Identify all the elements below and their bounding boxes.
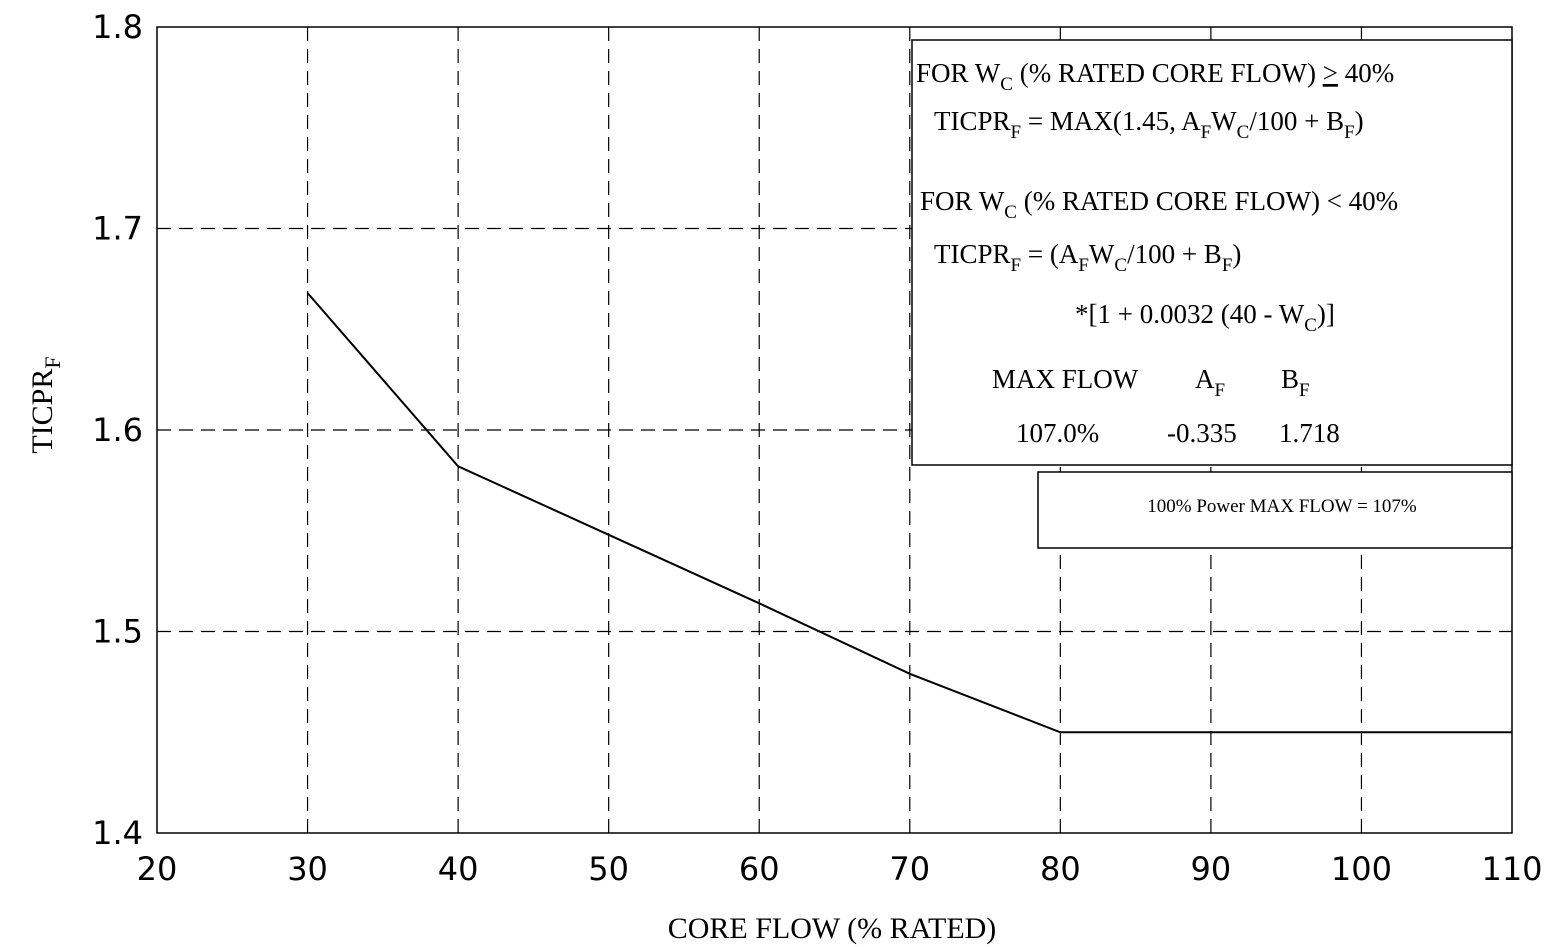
y-tick-label: 1.4 [92,814,143,852]
series-line [306,292,1512,734]
note-box-frame [1037,471,1513,549]
svg-text:TICPRF: TICPRF [26,356,65,453]
legend-box-frame [911,39,1513,466]
x-tick-label: 90 [1191,850,1232,888]
y-tick-label: 1.7 [92,210,143,248]
x-axis-title: CORE FLOW (% RATED) [668,912,997,945]
table-value-b: 1.718 [1279,418,1340,448]
table-value-max-flow: 107.0% [1016,418,1099,448]
legend-line-1: FOR WC (% RATED CORE FLOW) > 40% [916,58,1394,95]
x-tick-label: 80 [1040,850,1081,888]
y-tick-label: 1.6 [92,411,143,449]
x-tick-label: 50 [588,850,629,888]
y-axis-title-main: TICPR [26,369,59,454]
x-tick-label: 70 [889,850,930,888]
x-tick-label: 100 [1331,850,1392,888]
legend-box: FOR WC (% RATED CORE FLOW) > 40% TICPRF … [911,39,1513,466]
x-tick-labels: 20 30 40 50 60 70 80 90 100 110 [137,850,1543,888]
legend-line-3: FOR WC (% RATED CORE FLOW) < 40% [920,186,1398,223]
series [306,292,1512,734]
legend-line-2: TICPRF = MAX(1.45, AFWC/100 + BF) [934,106,1364,143]
legend-line-5: *[1 + 0.0032 (40 - WC)] [1075,299,1335,336]
y-axis-title-sub: F [40,356,65,368]
table-header-max-flow: MAX FLOW [992,364,1139,394]
x-tick-label: 60 [739,850,780,888]
y-tick-label: 1.5 [92,613,143,651]
y-axis-title: TICPRF [26,356,65,453]
y-tick-label: 1.8 [92,8,143,46]
table-header-a: AF [1195,364,1225,401]
y-tick-labels: 1.4 1.5 1.6 1.7 1.8 [92,8,143,852]
x-tick-label: 30 [287,850,328,888]
table-header-b: BF [1281,364,1310,401]
table-value-a: -0.335 [1167,418,1237,448]
x-tick-label: 110 [1481,850,1542,888]
note-box: 100% Power MAX FLOW = 107% [1037,471,1513,549]
note-text: 100% Power MAX FLOW = 107% [1147,496,1417,517]
x-tick-label: 40 [438,850,479,888]
legend-line-4: TICPRF = (AFWC/100 + BF) [934,239,1241,276]
x-tick-label: 20 [137,850,178,888]
